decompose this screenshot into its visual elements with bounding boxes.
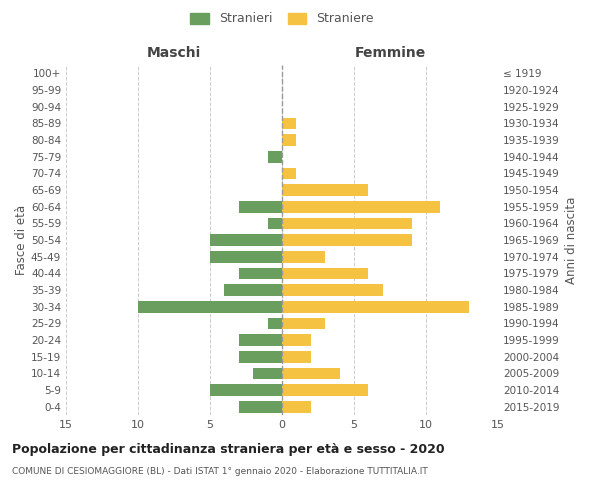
Text: COMUNE DI CESIOMAGGIORE (BL) - Dati ISTAT 1° gennaio 2020 - Elaborazione TUTTITA: COMUNE DI CESIOMAGGIORE (BL) - Dati ISTA… xyxy=(12,468,428,476)
Bar xyxy=(138,301,282,312)
Bar xyxy=(239,401,282,412)
Bar xyxy=(282,268,368,279)
Bar xyxy=(210,251,282,262)
Text: Femmine: Femmine xyxy=(355,46,425,60)
Bar xyxy=(282,351,311,362)
Bar xyxy=(282,234,412,246)
Bar xyxy=(282,251,325,262)
Bar xyxy=(282,118,296,129)
Bar xyxy=(282,368,340,379)
Bar xyxy=(282,218,412,229)
Y-axis label: Fasce di età: Fasce di età xyxy=(15,205,28,275)
Bar xyxy=(282,401,311,412)
Bar xyxy=(239,268,282,279)
Bar xyxy=(268,318,282,329)
Bar xyxy=(268,151,282,162)
Bar xyxy=(253,368,282,379)
Bar xyxy=(282,168,296,179)
Bar xyxy=(282,301,469,312)
Bar xyxy=(224,284,282,296)
Bar xyxy=(282,318,325,329)
Bar xyxy=(282,134,296,146)
Bar xyxy=(282,334,311,346)
Bar xyxy=(268,218,282,229)
Bar xyxy=(210,234,282,246)
Bar xyxy=(239,351,282,362)
Bar xyxy=(239,201,282,212)
Bar xyxy=(282,284,383,296)
Text: Popolazione per cittadinanza straniera per età e sesso - 2020: Popolazione per cittadinanza straniera p… xyxy=(12,442,445,456)
Text: Maschi: Maschi xyxy=(147,46,201,60)
Bar xyxy=(282,184,368,196)
Legend: Stranieri, Straniere: Stranieri, Straniere xyxy=(187,8,377,29)
Bar xyxy=(239,334,282,346)
Y-axis label: Anni di nascita: Anni di nascita xyxy=(565,196,578,284)
Bar xyxy=(282,201,440,212)
Bar xyxy=(210,384,282,396)
Bar xyxy=(282,384,368,396)
